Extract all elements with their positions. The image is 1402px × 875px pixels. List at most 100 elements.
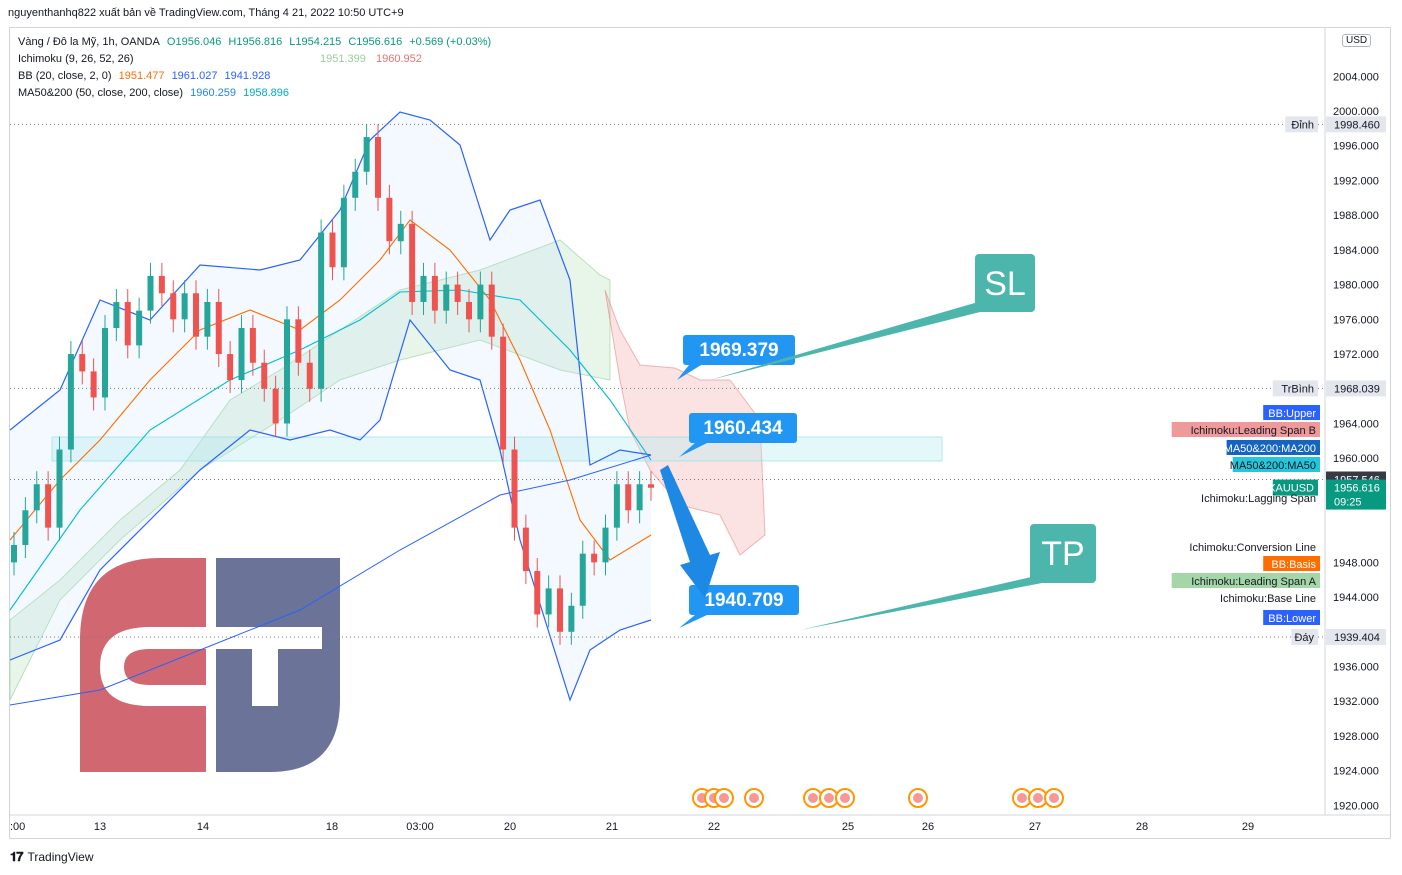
- legend-ma-row: MA50&200 (50, close, 200, close) 1960.25…: [18, 87, 293, 99]
- logo-t-stem: [252, 649, 278, 706]
- y-tick-label: 1928.000: [1333, 731, 1379, 743]
- candle-body: [261, 362, 268, 389]
- candle-body: [340, 197, 347, 268]
- legend-change: +0.569 (+0.03%): [409, 36, 492, 48]
- tp-connector: [800, 575, 1042, 630]
- candle-body: [272, 388, 279, 424]
- publisher-line: nguyenthanhq822 xuất bản về TradingView.…: [8, 7, 404, 19]
- indicator-label-box: [1263, 610, 1320, 625]
- candle-body: [22, 510, 29, 545]
- indicator-label-box: [1263, 405, 1320, 420]
- candle-body: [56, 449, 63, 528]
- legend-ichimoku-label[interactable]: Ichimoku (9, 26, 52, 26): [18, 53, 134, 65]
- price-label-countdown: 09:25: [1334, 497, 1362, 509]
- candle-body: [204, 301, 211, 337]
- candle-body: [329, 232, 336, 268]
- candle-body: [158, 275, 165, 294]
- candle-body: [431, 275, 438, 311]
- candle-body: [534, 571, 541, 615]
- candle-body: [579, 553, 586, 606]
- candle-body: [136, 310, 143, 346]
- tp-box: [1030, 524, 1096, 583]
- indicator-label: BB:Basis: [1271, 559, 1316, 571]
- candle-body: [466, 301, 472, 320]
- y-tick-label: 1984.000: [1333, 245, 1379, 257]
- callout-pointer: [679, 615, 707, 628]
- price-label-box: [1326, 380, 1386, 397]
- candle-body: [409, 223, 416, 302]
- ichimoku-cloud-bullish: [9, 239, 611, 701]
- callout-label: 1969.379: [699, 340, 778, 361]
- price-label-tag: [1272, 380, 1318, 397]
- candle-body: [488, 284, 495, 337]
- candle-body: [318, 232, 325, 389]
- candle-body: [284, 319, 290, 424]
- callout-box: [689, 413, 797, 443]
- price-label-tag-text: TrBình: [1281, 383, 1314, 395]
- x-tick-label: :00: [10, 821, 25, 833]
- y-tick-label: 2004.000: [1333, 71, 1379, 83]
- currency-chip[interactable]: USD: [1342, 34, 1372, 47]
- ichimoku-cloud-bearish: [604, 289, 766, 556]
- legend-ma-label[interactable]: MA50&200 (50, close, 200, close): [18, 87, 184, 99]
- indicator-label: Ichimoku:Base Line: [1220, 593, 1316, 605]
- candle-body: [363, 137, 370, 172]
- callout-label: 1960.434: [703, 418, 783, 439]
- candle-body: [545, 588, 552, 615]
- y-tick-label: 1948.000: [1333, 557, 1379, 569]
- price-label-box: [1326, 116, 1386, 133]
- price-label-box: [1326, 628, 1386, 645]
- x-tick-label: 25: [842, 821, 854, 833]
- sl-connector: [710, 300, 988, 380]
- indicator-label-box: [1232, 457, 1320, 472]
- y-tick-label: 1972.000: [1333, 349, 1379, 361]
- price-label-tag-text: Đáy: [1294, 632, 1314, 644]
- candle-body: [386, 197, 393, 242]
- legend-symbol[interactable]: Vàng / Đô la Mỹ, 1h, OANDA: [18, 36, 160, 48]
- candle-body: [67, 354, 74, 450]
- legend-ma50: 1960.259: [190, 87, 237, 99]
- indicator-label: MA50&200:MA200: [1224, 443, 1316, 455]
- candle-body: [45, 484, 52, 528]
- legend-ichimoku-row: Ichimoku (9, 26, 52, 26) 1951.399 1960.9…: [18, 53, 422, 65]
- legend-open: O1956.046: [166, 36, 222, 48]
- callout-box: [689, 585, 799, 615]
- candle-body: [636, 484, 643, 511]
- price-label-box: [1326, 479, 1386, 510]
- candle-body: [625, 484, 632, 511]
- flag-icon: [719, 793, 729, 803]
- y-tick-label: 1964.000: [1333, 418, 1379, 430]
- callout-label: 1940.709: [704, 590, 783, 611]
- y-tick-label: 1980.000: [1333, 280, 1379, 292]
- candle-body: [454, 284, 461, 302]
- legend-ichimoku-val-a: 1951.399: [320, 53, 366, 65]
- flag-icon: [808, 793, 818, 803]
- x-tick-label: 29: [1242, 821, 1254, 833]
- x-tick-label: 28: [1136, 821, 1148, 833]
- price-label-value: 1939.404: [1334, 632, 1380, 644]
- indicator-label: MA50&200:MA50: [1230, 460, 1316, 472]
- logo-red-block: [80, 558, 206, 772]
- y-tick-label: 1960.000: [1333, 453, 1379, 465]
- candle-body: [375, 137, 381, 198]
- x-tick-label: 20: [504, 821, 516, 833]
- x-tick-label: 26: [922, 821, 934, 833]
- candle-body: [215, 301, 222, 355]
- x-tick-label: 03:00: [406, 821, 434, 833]
- candle-body: [306, 362, 313, 389]
- price-label-value: 1968.039: [1334, 383, 1380, 395]
- candle-body: [295, 319, 302, 363]
- legend-bb-basis: 1951.477: [118, 70, 165, 82]
- tradingview-brand[interactable]: 𝟏𝟕 TradingView: [10, 849, 94, 865]
- indicator-label: Ichimoku:Leading Span B: [1191, 425, 1316, 437]
- legend-bb-label[interactable]: BB (20, close, 2, 0): [18, 70, 112, 82]
- y-tick-label: 1924.000: [1333, 766, 1379, 778]
- price-label-tag: [1285, 116, 1318, 133]
- ma200-line: [9, 454, 652, 706]
- candle-body: [613, 484, 620, 528]
- candle-body: [522, 527, 529, 572]
- price-label-value: 1998.460: [1334, 119, 1380, 131]
- candle-body: [238, 328, 245, 381]
- flag-icon: [840, 793, 850, 803]
